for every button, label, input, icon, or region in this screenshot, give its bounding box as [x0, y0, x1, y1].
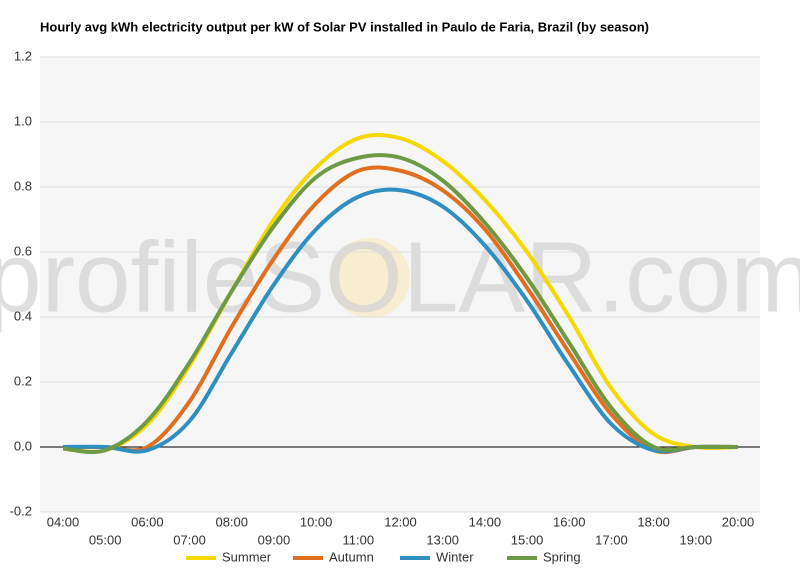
- y-tick-label: -0.2: [10, 503, 32, 518]
- x-tick-label: 14:00: [469, 514, 502, 529]
- chart-title: Hourly avg kWh electricity output per kW…: [40, 19, 649, 34]
- series-line: [63, 165, 739, 455]
- x-tick-label: 13:00: [426, 532, 459, 547]
- x-tick-label: 19:00: [680, 532, 713, 547]
- watermark-sun: [330, 238, 410, 318]
- watermark: profileSOLAR.com: [0, 221, 800, 333]
- y-tick-label: 0.2: [14, 373, 32, 388]
- x-tick-label: 04:00: [47, 514, 80, 529]
- y-tick-label: 0.4: [14, 308, 32, 323]
- legend-label: Winter: [436, 549, 474, 564]
- x-tick-label: 06:00: [131, 514, 164, 529]
- x-tick-label: 09:00: [258, 532, 291, 547]
- series-line: [62, 187, 739, 454]
- x-tick-label: 16:00: [553, 514, 586, 529]
- x-tick-label: 08:00: [215, 514, 248, 529]
- x-tick-label: 10:00: [300, 514, 333, 529]
- x-tick-label: 17:00: [595, 532, 628, 547]
- x-tick-label: 07:00: [173, 532, 206, 547]
- x-tick-label: 18:00: [637, 514, 670, 529]
- x-tick-label: 15:00: [511, 532, 544, 547]
- legend-label: Summer: [222, 549, 272, 564]
- y-tick-label: 1.2: [14, 48, 32, 63]
- y-tick-label: 1.0: [14, 113, 32, 128]
- legend-label: Autumn: [329, 549, 374, 564]
- y-tick-label: 0.6: [14, 243, 32, 258]
- x-tick-label: 12:00: [384, 514, 417, 529]
- series-line: [62, 153, 738, 454]
- x-tick-label: 20:00: [722, 514, 755, 529]
- legend-label: Spring: [543, 549, 581, 564]
- x-tick-label: 11:00: [343, 532, 375, 547]
- x-tick-label: 05:00: [89, 532, 122, 547]
- y-tick-label: 0.0: [14, 438, 32, 453]
- y-tick-label: 0.8: [14, 178, 32, 193]
